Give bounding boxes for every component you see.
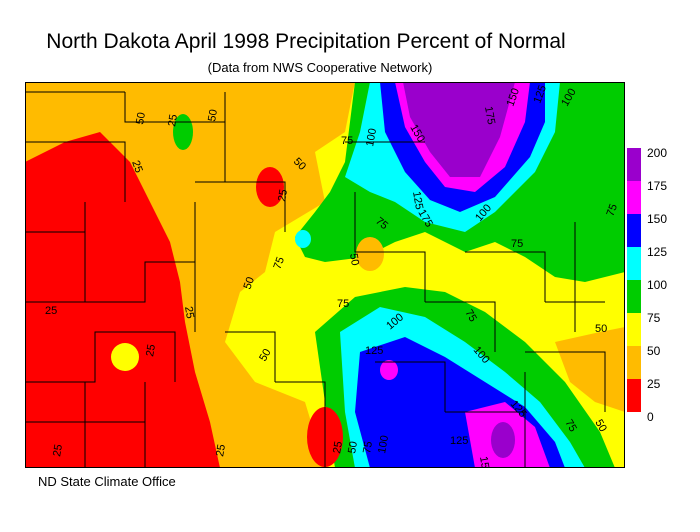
region-orange-island-sw xyxy=(111,343,139,371)
region-purple-south xyxy=(491,422,515,458)
contour-label: 25 xyxy=(276,188,290,202)
legend-label: 0 xyxy=(647,410,654,424)
contour-label: 25 xyxy=(45,305,57,317)
region-red-west xyxy=(25,132,220,468)
precipitation-map: 50 25 50 25 50 75 100 25 125 175 150 175… xyxy=(25,82,625,468)
region-cyan-spot xyxy=(295,230,311,248)
contour-label: 125 xyxy=(450,435,468,447)
contour-label: 150 xyxy=(477,455,492,468)
legend-label: 75 xyxy=(647,311,661,325)
legend-swatch-25-50 xyxy=(627,346,641,379)
contour-label: 25 xyxy=(331,440,345,454)
map-subtitle: (Data from NWS Cooperative Network) xyxy=(207,60,433,75)
contour-label: 50 xyxy=(347,252,361,266)
legend-label: 50 xyxy=(647,344,661,358)
contour-label: 25 xyxy=(51,443,65,457)
contour-label: 125 xyxy=(532,84,550,105)
contour-label: 75 xyxy=(341,135,353,147)
legend-swatch-0-25 xyxy=(627,379,641,412)
contour-label: 25 xyxy=(129,159,144,175)
legend-label: 150 xyxy=(647,212,668,226)
contour-label: 75 xyxy=(511,238,523,250)
contour-label: 100 xyxy=(364,127,379,147)
legend-swatch-175-200 xyxy=(627,148,641,181)
contour-label: 175 xyxy=(482,105,497,125)
contour-label: 75 xyxy=(337,298,349,310)
region-green-spot-1 xyxy=(173,114,193,150)
contour-label: 125 xyxy=(365,345,383,357)
contour-label: 25 xyxy=(166,113,180,127)
contour-label: 75 xyxy=(562,418,579,435)
contour-label: 50 xyxy=(134,111,148,125)
region-purple-north xyxy=(403,82,515,177)
region-red-spot-1 xyxy=(256,167,284,207)
legend-label: 25 xyxy=(647,377,661,391)
legend-label: 200 xyxy=(647,146,668,160)
contour-label: 50 xyxy=(242,275,257,291)
contour-label: 25 xyxy=(182,305,196,319)
legend-swatch-75-100 xyxy=(627,280,641,313)
contour-label: 50 xyxy=(595,323,607,335)
legend-swatch-50-75 xyxy=(627,313,641,346)
region-magenta-spot xyxy=(380,360,398,380)
region-orange-spot-central xyxy=(356,237,384,271)
contour-label: 25 xyxy=(144,343,158,357)
contour-label: 50 xyxy=(257,347,274,364)
legend-label: 100 xyxy=(647,278,668,292)
legend-swatch-125-150 xyxy=(627,214,641,247)
legend-label: 175 xyxy=(647,179,668,193)
contour-label: 50 xyxy=(206,108,220,122)
contour-label: 75 xyxy=(272,255,287,271)
map-title: North Dakota April 1998 Precipitation Pe… xyxy=(46,30,566,53)
contour-label: 50 xyxy=(346,440,360,454)
legend-label: 125 xyxy=(647,245,668,259)
contour-label: 25 xyxy=(214,443,228,457)
county-borders xyxy=(25,91,606,468)
region-orange-east xyxy=(555,327,625,412)
contour-label: 75 xyxy=(462,308,479,325)
legend-swatch-150-175 xyxy=(627,181,641,214)
contour-label: 75 xyxy=(605,202,620,218)
legend-swatch-100-125 xyxy=(627,247,641,280)
contour-label: 75 xyxy=(361,440,375,454)
footer-credit: ND State Climate Office xyxy=(38,474,176,489)
contour-label: 150 xyxy=(505,87,523,108)
contour-label: 50 xyxy=(592,418,609,435)
contour-label: 125 xyxy=(410,190,425,210)
contour-label: 100 xyxy=(376,434,391,454)
